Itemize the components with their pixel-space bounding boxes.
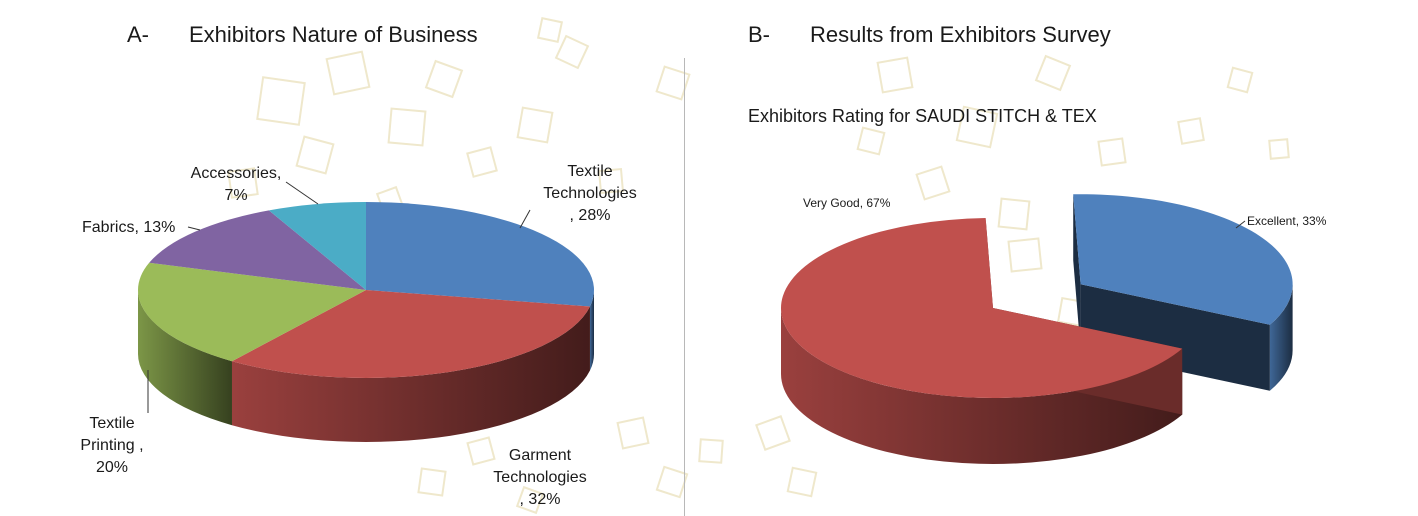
slice-side-excellent bbox=[1269, 284, 1293, 391]
data-label-very-good: Very Good, 67% bbox=[803, 196, 891, 210]
leader-line bbox=[285, 181, 319, 205]
pie-chart-business: Textile Technologies, 28% Garment Technolog… bbox=[80, 163, 636, 508]
leader-line bbox=[1235, 220, 1246, 229]
panel-divider bbox=[684, 58, 685, 516]
data-label-textile-printing: Textile Printing , 20% bbox=[80, 415, 143, 476]
slice-side-textile-printing bbox=[138, 290, 232, 426]
chart-b-subtitle: Exhibitors Rating for SAUDI STITCH & TEX bbox=[748, 106, 1097, 126]
slice-side-textile-technologies bbox=[589, 290, 594, 371]
leader-line bbox=[519, 209, 531, 229]
slice-cut-face bbox=[1080, 284, 1270, 391]
data-label-excellent: Excellent, 33% bbox=[1247, 214, 1327, 228]
panel-b-letter: B- bbox=[748, 22, 770, 47]
pie-slice-textile-technologies bbox=[366, 202, 594, 307]
pie-slice-textile-printing bbox=[138, 262, 366, 362]
pie-slice-fabrics bbox=[149, 210, 366, 290]
pie-slice-garment-technologies bbox=[231, 290, 590, 379]
panel-a-letter: A- bbox=[127, 22, 149, 47]
pie-slice-very-good bbox=[781, 218, 1183, 398]
data-label-fabrics: Fabrics, 13% bbox=[82, 219, 175, 236]
slice-cut-face bbox=[1073, 194, 1081, 351]
data-label-textile-technologies: Textile Technologies, 28% bbox=[543, 163, 636, 224]
pie-chart-rating: Excellent, 33% Very Good, 67% bbox=[781, 194, 1327, 465]
slice-side-very-good bbox=[781, 308, 1183, 465]
data-label-accessories: Accessories, 7% bbox=[191, 165, 282, 204]
panel-b-title: Results from Exhibitors Survey bbox=[810, 22, 1111, 47]
slice-side-garment-technologies bbox=[231, 306, 590, 442]
data-label-garment-technologies: Garment Technologies, 32% bbox=[493, 447, 586, 508]
panel-a-title: Exhibitors Nature of Business bbox=[189, 22, 478, 47]
leader-line bbox=[187, 226, 201, 231]
pie-slice-accessories bbox=[268, 202, 366, 290]
